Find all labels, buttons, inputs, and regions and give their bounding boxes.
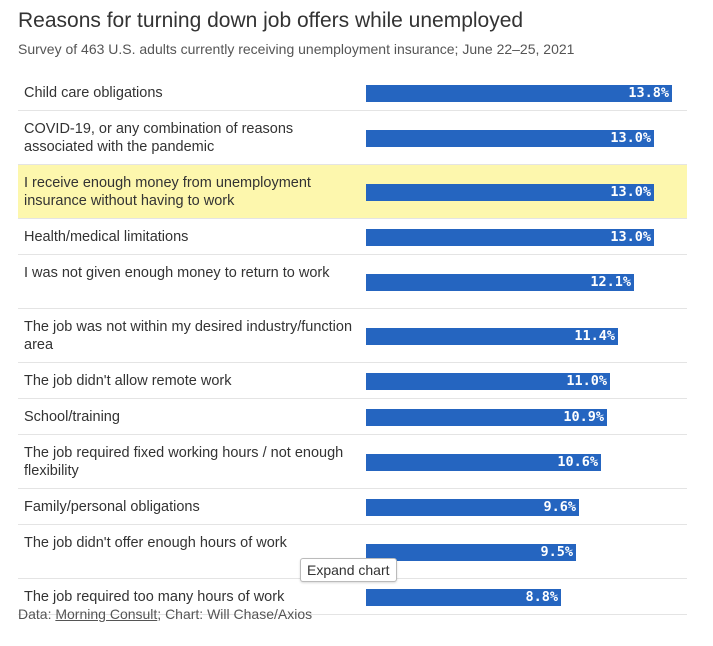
bar: 13.0% — [366, 184, 654, 201]
bar-value-label: 8.8% — [525, 589, 558, 605]
footer-data-prefix: Data: — [18, 606, 56, 622]
bar-row: The job didn't allow remote work 11.0% — [18, 363, 687, 399]
bar-value-label: 13.0% — [610, 184, 651, 200]
chart-footer: Data: Morning Consult; Chart: Will Chase… — [18, 606, 312, 622]
bar: 13.0% — [366, 229, 654, 246]
bar-row: I was not given enough money to return t… — [18, 255, 687, 309]
category-label: Family/personal obligations — [24, 499, 200, 515]
category-label: The job didn't offer enough hours of wor… — [24, 535, 287, 551]
bar-value-label: 13.0% — [610, 130, 651, 146]
bar-row: The job required fixed working hours / n… — [18, 435, 687, 489]
bar: 11.0% — [366, 373, 610, 390]
bar: 9.5% — [366, 544, 576, 561]
bar-value-label: 9.5% — [540, 544, 573, 560]
bar-chart: Child care obligations 13.8% COVID-19, or … — [18, 75, 687, 615]
bar-value-label: 9.6% — [543, 499, 576, 515]
chart-title: Reasons for turning down job offers whil… — [18, 9, 524, 32]
bar-row: COVID-19, or any combination of reasons … — [18, 111, 687, 165]
bar-row: The job required too many hours of work 8… — [18, 579, 687, 615]
bar: 8.8% — [366, 589, 561, 606]
bar-row: School/training 10.9% — [18, 399, 687, 435]
footer-credit: ; Chart: Will Chase/Axios — [157, 606, 313, 622]
category-label: The job was not within my desired indust… — [24, 319, 353, 353]
bar-row: Health/medical limitations 13.0% — [18, 219, 687, 255]
bar-row: I receive enough money from unemployment… — [18, 165, 687, 219]
category-label: Child care obligations — [24, 85, 163, 101]
source-link[interactable]: Morning Consult — [55, 606, 158, 622]
bar-value-label: 12.1% — [590, 274, 631, 290]
bar: 13.8% — [366, 85, 672, 102]
bar-row: Family/personal obligations 9.6% — [18, 489, 687, 525]
bar: 13.0% — [366, 130, 654, 147]
bar: 10.9% — [366, 409, 607, 426]
category-label: I receive enough money from unemployment… — [24, 175, 311, 209]
bar: 11.4% — [366, 328, 618, 345]
bar-value-label: 13.8% — [628, 85, 669, 101]
category-label: COVID-19, or any combination of reasons … — [24, 121, 294, 155]
category-label: School/training — [24, 409, 120, 425]
bar-value-label: 10.6% — [557, 454, 598, 470]
bar-row: Child care obligations 13.8% — [18, 75, 687, 111]
category-label: I was not given enough money to return t… — [24, 265, 330, 281]
bar-value-label: 11.0% — [566, 373, 607, 389]
bar-row: The job didn't offer enough hours of wor… — [18, 525, 687, 579]
expand-chart-button[interactable]: Expand chart — [300, 558, 397, 582]
category-label: The job required fixed working hours / n… — [24, 445, 344, 479]
bar-value-label: 11.4% — [574, 328, 615, 344]
bar-row: The job was not within my desired indust… — [18, 309, 687, 363]
category-label: The job required too many hours of work — [24, 589, 285, 605]
category-label: The job didn't allow remote work — [24, 373, 232, 389]
chart-subtitle: Survey of 463 U.S. adults currently rece… — [18, 41, 575, 57]
bar-value-label: 13.0% — [610, 229, 651, 245]
bar: 9.6% — [366, 499, 579, 516]
bar: 10.6% — [366, 454, 601, 471]
bar-value-label: 10.9% — [563, 409, 604, 425]
bar: 12.1% — [366, 274, 634, 291]
category-label: Health/medical limitations — [24, 229, 189, 245]
